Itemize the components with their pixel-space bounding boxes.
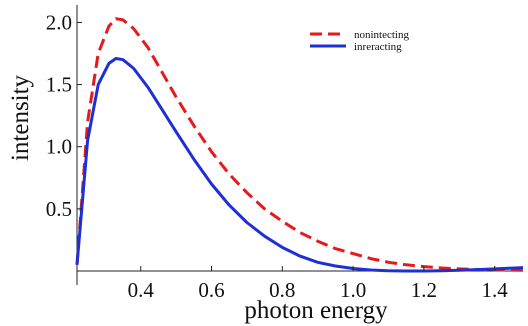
legend-label-1: nonintecting <box>354 29 409 41</box>
y-tick-label: 1.0 <box>46 135 72 159</box>
x-tick-label: 0.6 <box>198 278 224 302</box>
x-tick-label: 1.0 <box>340 278 366 302</box>
x-axis-title: photon energy <box>244 297 388 324</box>
y-tick-label: 1.5 <box>46 73 72 97</box>
axes <box>76 5 523 285</box>
y-tick-label: 0.5 <box>46 197 72 221</box>
x-tick-label: 1.2 <box>411 278 437 302</box>
x-tick-label: 0.4 <box>128 278 155 302</box>
series-layer <box>75 17 524 273</box>
series-line-2 <box>75 57 524 273</box>
series-line-1 <box>75 17 524 272</box>
ticks-layer: 0.4 0.6 0.8 1.0 1.2 1.4 0.5 1.0 1.5 2.0 <box>46 10 509 302</box>
legend-label-2: inreracting <box>354 41 402 53</box>
x-tick-label: 1.4 <box>482 278 509 302</box>
y-axis-title: intensity <box>7 74 34 161</box>
x-tick-label: 0.8 <box>269 278 295 302</box>
y-tick-label: 2.0 <box>46 10 72 34</box>
